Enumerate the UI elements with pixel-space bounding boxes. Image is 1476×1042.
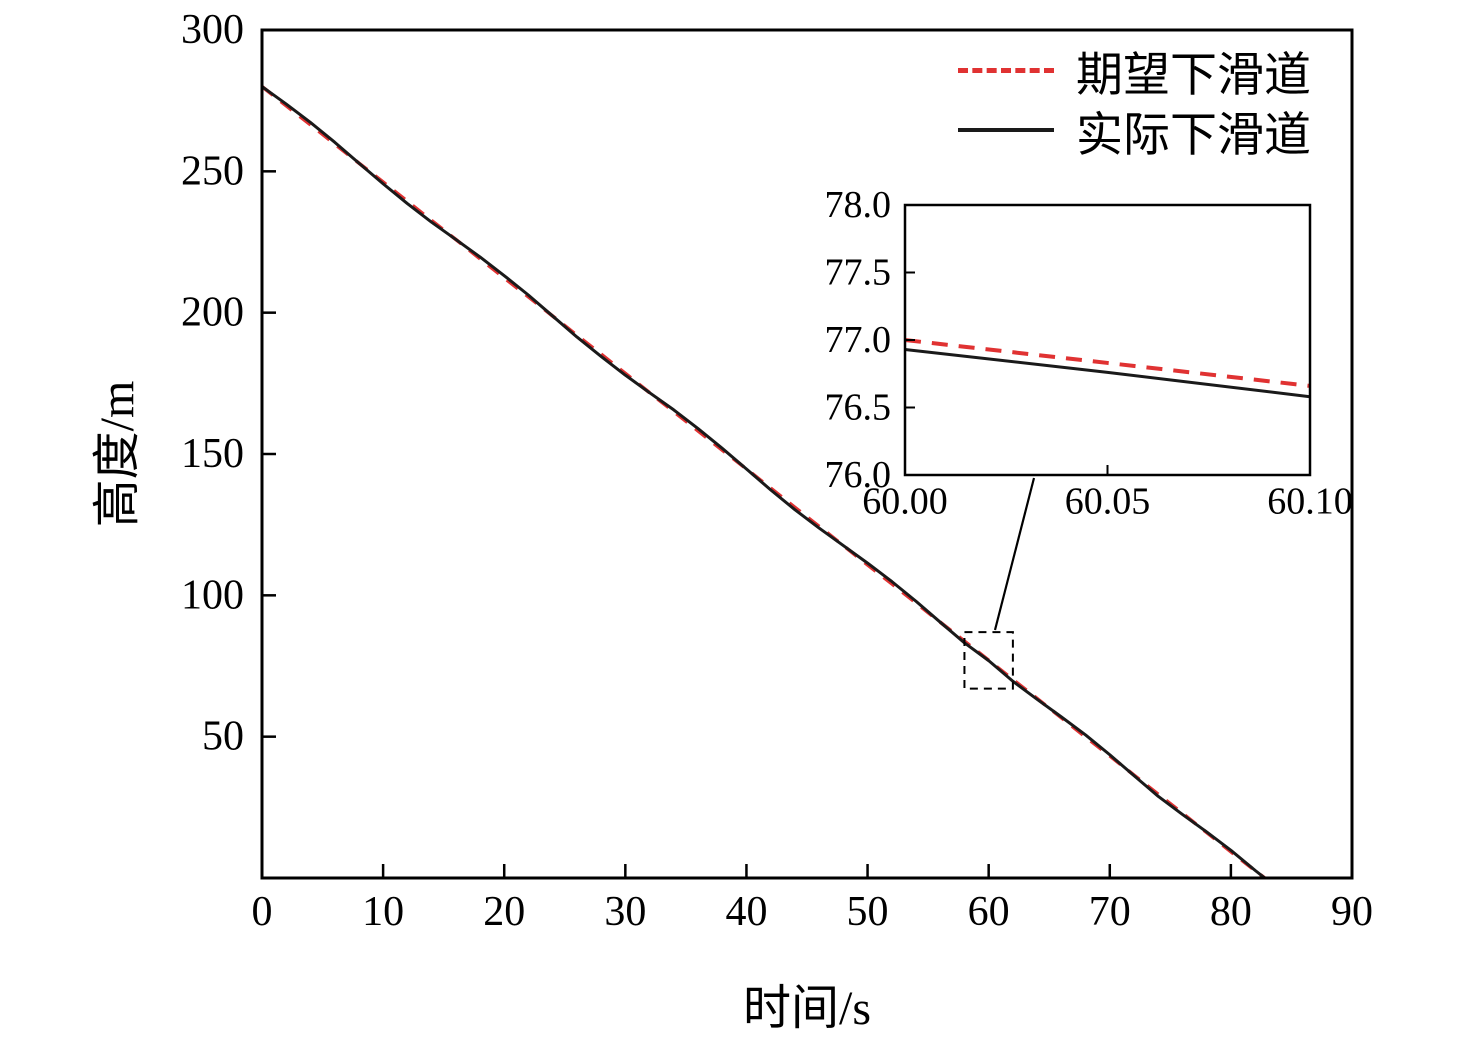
inset-y-tick-label: 77.0 [825,319,892,361]
zoom-connector-line [993,477,1036,631]
inset-x-tick-label: 60.00 [862,480,948,522]
inset-border [903,203,1312,477]
x-tick-label: 50 [847,889,889,935]
inset-y-tick-label: 76.0 [825,454,892,496]
legend-label-desired: 期望下滑道 [1076,49,1311,102]
inset-y-tick-label: 77.5 [825,252,892,294]
inset-y-tick-label: 76.5 [825,387,892,429]
y-tick-label: 100 [181,572,244,618]
x-tick-label: 30 [604,889,646,935]
inset-series-actual [904,347,1311,399]
y-tick-label: 300 [181,7,244,53]
series-group [262,85,1266,878]
inset-y-tick-label: 78.0 [825,184,892,226]
inset-x-tick-label: 60.10 [1267,480,1353,522]
x-tick-label: 10 [362,889,404,935]
x-tick-label: 20 [483,889,525,935]
y-tick-label: 250 [181,148,244,194]
legend-entry-actual: 实际下滑道 [958,100,1311,162]
x-tick-label: 80 [1210,889,1252,935]
x-tick-label: 70 [1089,889,1131,935]
zoom-region-box [963,631,1014,690]
x-tick-label: 90 [1331,889,1373,935]
x-tick-label: 40 [725,889,767,935]
y-tick-label: 200 [181,290,244,336]
x-tick-label: 60 [968,889,1010,935]
series-actual-glideslope [262,85,1266,878]
x-axis-label: 时间/s [742,982,872,1035]
y-tick-label: 150 [181,431,244,477]
y-tick-label: 50 [202,714,244,760]
x-tick-label: 0 [252,889,273,935]
y-axis-label: 高度/m [91,380,144,528]
legend-label-actual: 实际下滑道 [1076,109,1311,162]
legend-dashed-line-icon [958,67,1054,73]
inset-x-tick-label: 60.05 [1065,480,1151,522]
legend-solid-line-icon [958,128,1054,132]
inset-series-desired [904,338,1311,388]
legend-entry-desired: 期望下滑道 [958,40,1311,102]
legend: 期望下滑道 实际下滑道 [958,40,1311,162]
